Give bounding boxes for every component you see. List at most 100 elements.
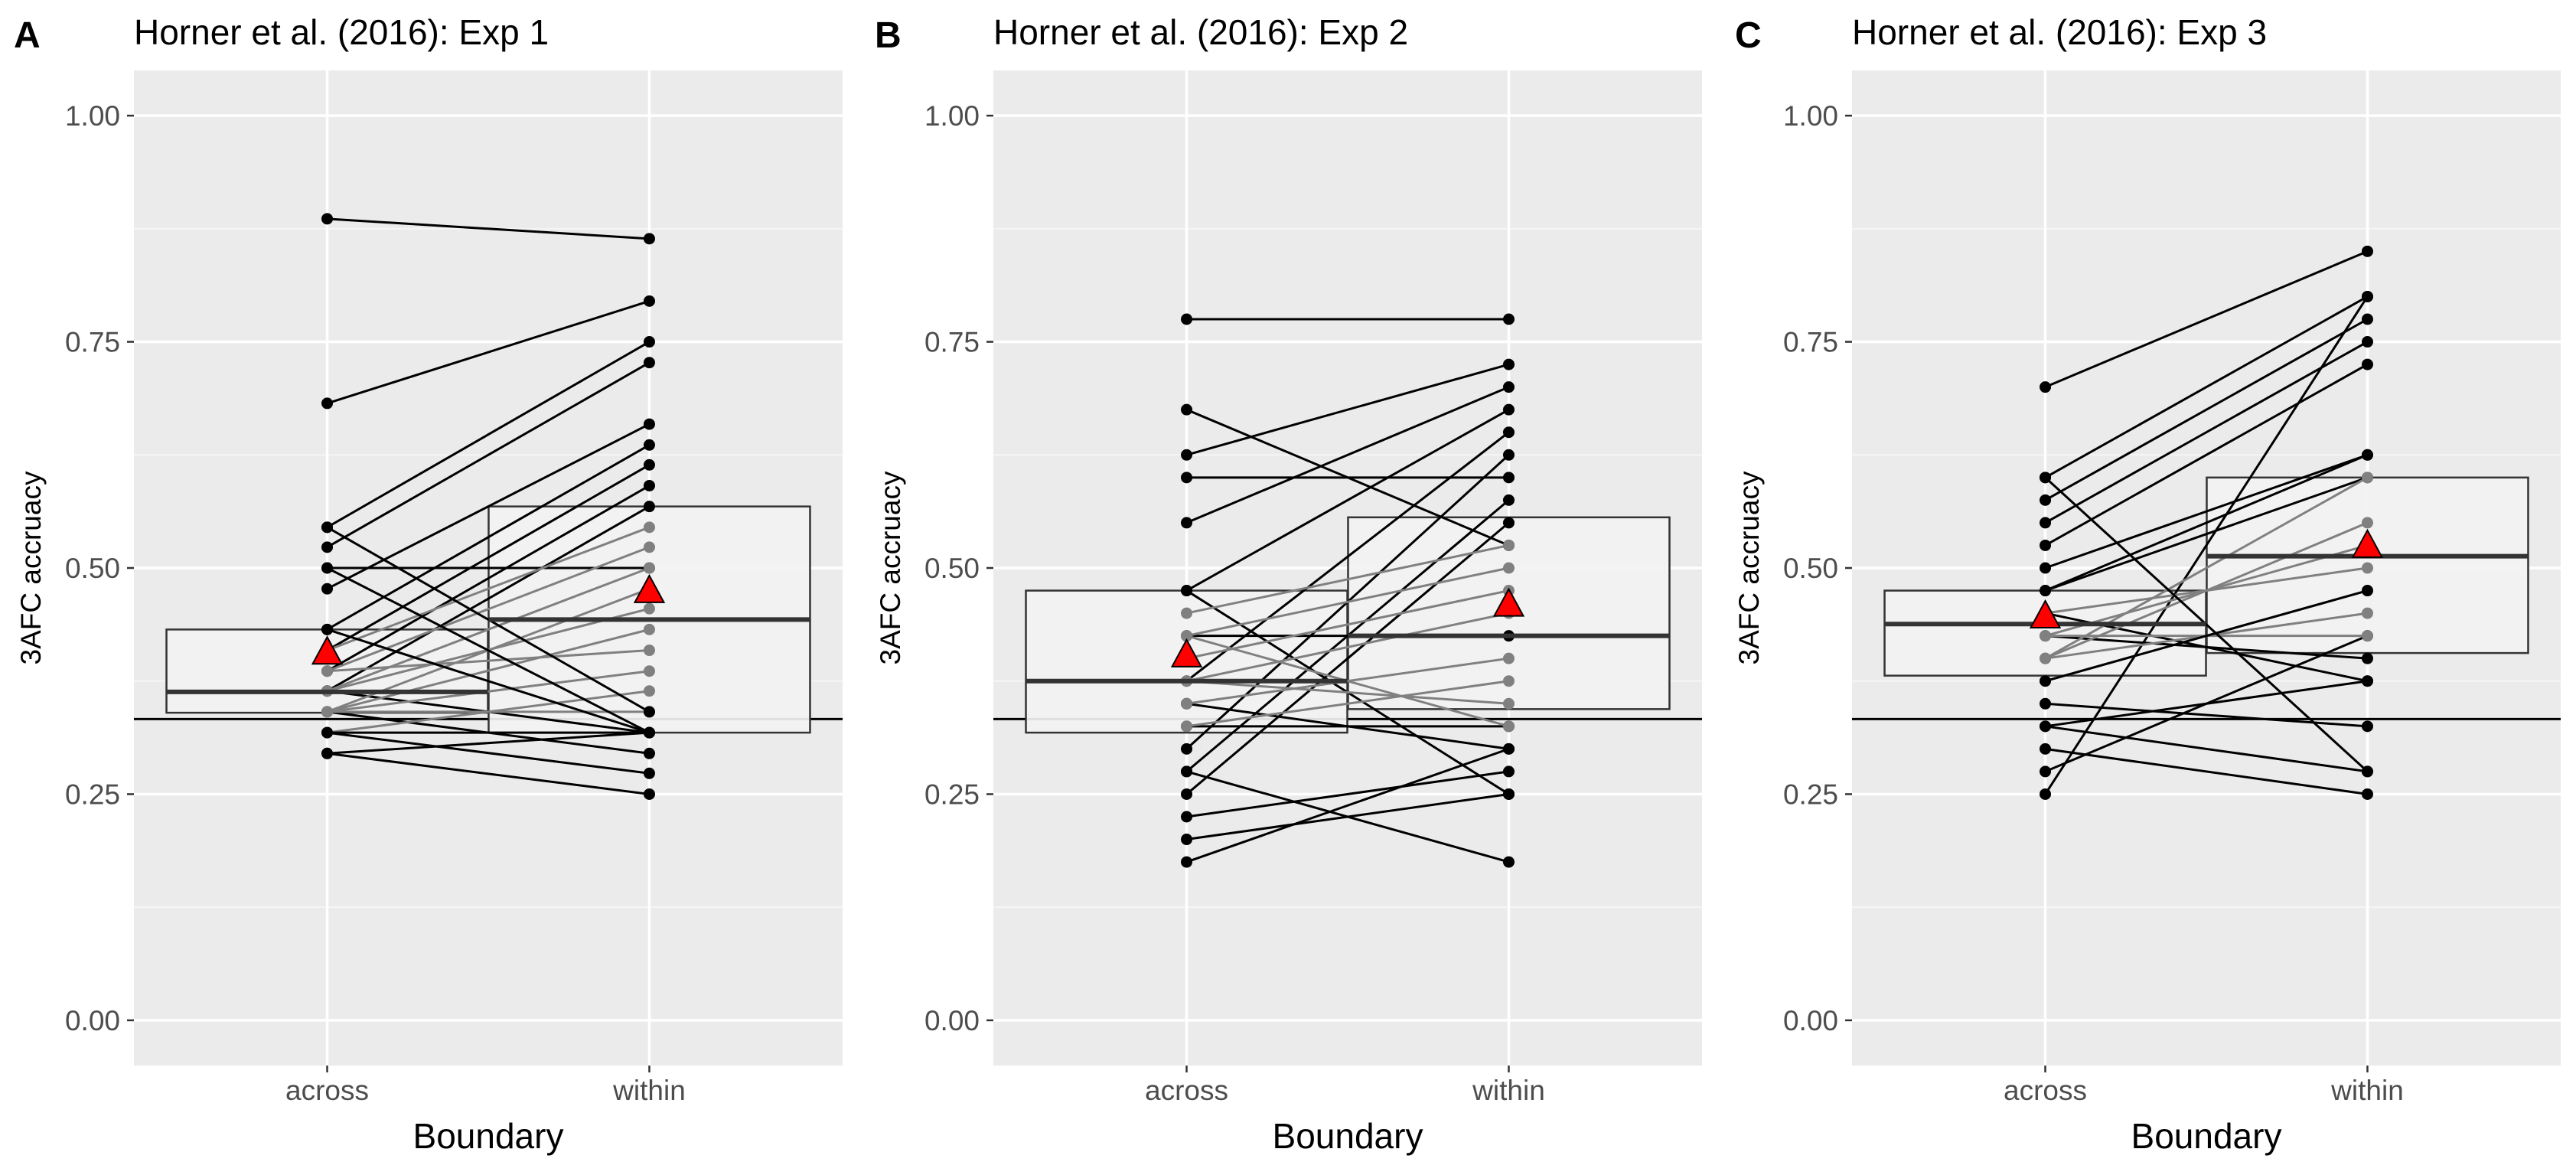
paired-line bbox=[326, 526, 651, 713]
data-point-within bbox=[2361, 358, 2373, 370]
paired-line bbox=[327, 752, 650, 795]
paired-line bbox=[2044, 476, 2369, 773]
paired-line bbox=[2044, 453, 2369, 592]
paired-line bbox=[1186, 770, 1509, 863]
y-tick-label: 0.25 bbox=[65, 778, 120, 810]
y-tick-label: 0.00 bbox=[1783, 1005, 1838, 1036]
data-point-across bbox=[321, 583, 334, 595]
y-tick-label: 0.75 bbox=[65, 327, 120, 358]
paired-line bbox=[2044, 295, 2369, 479]
mean-marker-within bbox=[2351, 528, 2384, 558]
data-point-within bbox=[2361, 313, 2373, 325]
data-point-across bbox=[1181, 449, 1193, 461]
y-tick-label: 0.50 bbox=[924, 553, 980, 584]
data-point-across bbox=[1181, 743, 1193, 755]
data-point-across bbox=[1181, 403, 1193, 416]
mean-marker-across bbox=[2029, 599, 2062, 628]
data-point-within bbox=[643, 541, 655, 553]
data-point-within bbox=[1502, 675, 1515, 687]
paired-line bbox=[326, 505, 651, 693]
paired-line bbox=[326, 546, 651, 673]
data-point-across bbox=[321, 747, 334, 759]
data-point-across bbox=[2040, 630, 2052, 642]
paired-line bbox=[326, 526, 651, 651]
data-point-within bbox=[1502, 517, 1515, 529]
data-point-within bbox=[2361, 517, 2373, 529]
data-point-within bbox=[2361, 562, 2373, 574]
data-point-within bbox=[1502, 449, 1515, 461]
panel-letter: C bbox=[1735, 15, 1762, 56]
data-point-within bbox=[1502, 358, 1515, 370]
data-point-within bbox=[1502, 697, 1515, 710]
data-point-within bbox=[1502, 856, 1515, 868]
paired-line bbox=[2045, 747, 2368, 795]
paired-line bbox=[1186, 543, 1509, 615]
paired-line bbox=[326, 361, 651, 549]
paired-line bbox=[1186, 680, 1509, 705]
y-axis-title: 3AFC accruacy bbox=[875, 471, 906, 664]
data-point-within bbox=[643, 788, 655, 800]
data-point-within bbox=[643, 685, 655, 697]
data-point-within bbox=[2361, 336, 2373, 348]
y-tick-label: 0.50 bbox=[1783, 553, 1838, 584]
data-point-within bbox=[1502, 652, 1515, 664]
y-tick-label: 0.25 bbox=[924, 778, 980, 810]
paired-line bbox=[2044, 476, 2369, 660]
data-point-within bbox=[1502, 765, 1515, 778]
data-point-across bbox=[321, 397, 334, 410]
data-point-across bbox=[2040, 765, 2052, 778]
data-point-across bbox=[2040, 652, 2052, 664]
data-point-within bbox=[2361, 652, 2373, 664]
data-point-within bbox=[643, 295, 655, 307]
data-point-within bbox=[643, 706, 655, 718]
data-point-across bbox=[1181, 788, 1193, 800]
data-point-across bbox=[1181, 630, 1193, 642]
data-point-across bbox=[321, 213, 334, 225]
paired-line bbox=[1186, 635, 1509, 728]
paired-line bbox=[326, 341, 651, 529]
data-point-across bbox=[1181, 607, 1193, 619]
data-point-within bbox=[1502, 381, 1515, 393]
data-point-within bbox=[2361, 607, 2373, 619]
paired-line bbox=[326, 566, 651, 693]
data-point-across bbox=[2040, 788, 2052, 800]
data-point-within bbox=[643, 479, 655, 491]
data-point-within bbox=[1502, 472, 1515, 484]
y-tick-label: 0.00 bbox=[924, 1005, 980, 1036]
paired-line bbox=[327, 628, 650, 713]
data-point-within bbox=[643, 501, 655, 513]
paired-line bbox=[326, 485, 651, 673]
x-tick-label-within: within bbox=[1472, 1075, 1545, 1106]
data-point-across bbox=[1181, 585, 1193, 597]
paired-line bbox=[327, 670, 650, 713]
data-point-within bbox=[2361, 765, 2373, 778]
paired-line bbox=[2045, 566, 2368, 615]
y-tick-label: 0.75 bbox=[1783, 327, 1838, 358]
paired-line bbox=[1186, 770, 1509, 818]
paired-line bbox=[1186, 680, 1509, 728]
paired-line bbox=[1185, 431, 1510, 682]
panel-letter: B bbox=[875, 15, 902, 56]
y-tick-label: 1.00 bbox=[1783, 100, 1838, 132]
data-point-across bbox=[1181, 811, 1193, 823]
data-point-within bbox=[1502, 788, 1515, 800]
paired-line bbox=[326, 566, 651, 734]
data-point-within bbox=[643, 747, 655, 759]
data-point-within bbox=[2361, 675, 2373, 687]
paired-line bbox=[326, 423, 651, 590]
data-point-across bbox=[2040, 517, 2052, 529]
data-point-across bbox=[1181, 765, 1193, 778]
paired-line bbox=[326, 463, 651, 651]
data-point-across bbox=[1181, 856, 1193, 868]
data-point-within bbox=[643, 645, 655, 657]
data-point-within bbox=[643, 439, 655, 451]
data-point-across bbox=[2040, 472, 2052, 484]
paired-line bbox=[2045, 476, 2368, 592]
data-point-within bbox=[1502, 403, 1515, 416]
paired-line bbox=[1185, 408, 1510, 592]
paired-line bbox=[2044, 250, 2369, 389]
y-axis-title: 3AFC accruacy bbox=[15, 471, 47, 664]
mean-marker-across bbox=[1170, 638, 1203, 667]
paired-line bbox=[326, 443, 651, 631]
